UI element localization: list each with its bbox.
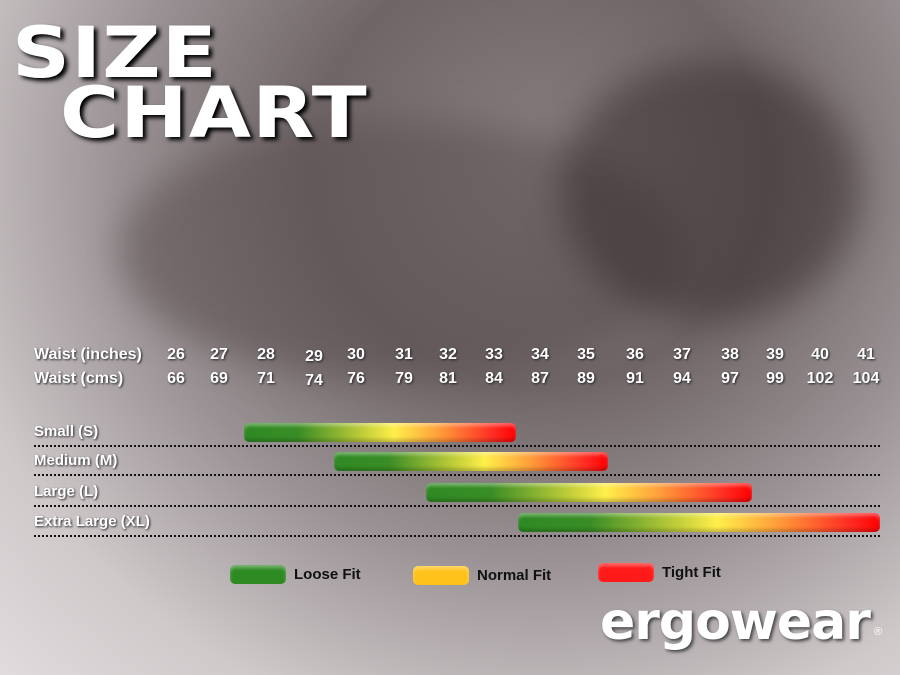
legend-swatch bbox=[413, 566, 469, 585]
legend-label: Loose Fit bbox=[294, 566, 361, 583]
waist-cm-value: 94 bbox=[673, 370, 691, 387]
legend-swatch bbox=[598, 563, 654, 582]
waist-inch-value: 35 bbox=[577, 346, 595, 363]
size-label: Small (S) bbox=[34, 423, 99, 440]
waist-cm-value: 81 bbox=[439, 370, 457, 387]
size-label: Medium (M) bbox=[34, 452, 118, 469]
legend-label: Normal Fit bbox=[477, 567, 552, 584]
waist-cm-value: 71 bbox=[257, 370, 275, 387]
waist-inch-value: 28 bbox=[257, 346, 275, 363]
size-range-bar bbox=[334, 452, 608, 471]
row-header-cms: Waist (cms) bbox=[34, 370, 124, 387]
row-divider bbox=[34, 474, 880, 476]
size-label: Extra Large (XL) bbox=[34, 513, 150, 530]
waist-inch-value: 26 bbox=[167, 346, 185, 363]
waist-cm-value: 104 bbox=[852, 370, 880, 387]
waist-cm-value: 87 bbox=[531, 370, 549, 387]
waist-cm-value: 97 bbox=[721, 370, 739, 387]
title-line-1: SIZE bbox=[12, 12, 218, 94]
waist-inch-value: 33 bbox=[485, 346, 503, 363]
waist-inch-value: 38 bbox=[721, 346, 739, 363]
waist-inch-value: 40 bbox=[811, 346, 829, 363]
waist-cm-value: 79 bbox=[395, 370, 413, 387]
waist-cm-value: 91 bbox=[626, 370, 644, 387]
waist-cm-value: 69 bbox=[210, 370, 228, 387]
waist-inch-value: 31 bbox=[395, 346, 413, 363]
ergowear-logo: ergowear bbox=[600, 592, 871, 652]
size-range-bar bbox=[426, 483, 752, 502]
title-line-2: CHART bbox=[60, 72, 368, 154]
waist-inch-value: 41 bbox=[857, 346, 875, 363]
waist-inch-value: 34 bbox=[531, 346, 549, 363]
waist-inch-value: 30 bbox=[347, 346, 365, 363]
waist-cm-value: 66 bbox=[167, 370, 185, 387]
waist-cm-value: 84 bbox=[485, 370, 503, 387]
row-header-inches: Waist (inches) bbox=[34, 346, 142, 363]
waist-inch-value: 39 bbox=[766, 346, 784, 363]
size-range-bar bbox=[244, 423, 516, 442]
row-divider bbox=[34, 505, 880, 507]
row-divider bbox=[34, 445, 880, 447]
waist-cm-value: 89 bbox=[577, 370, 595, 387]
waist-inch-value: 27 bbox=[210, 346, 228, 363]
size-label: Large (L) bbox=[34, 483, 99, 500]
waist-inch-value: 37 bbox=[673, 346, 691, 363]
waist-inch-value: 36 bbox=[626, 346, 644, 363]
waist-cm-value: 99 bbox=[766, 370, 784, 387]
photo-background-head bbox=[560, 60, 860, 320]
legend-swatch bbox=[230, 565, 286, 584]
waist-inch-value: 29 bbox=[305, 348, 323, 365]
waist-cm-value: 102 bbox=[806, 370, 834, 387]
waist-inch-value: 32 bbox=[439, 346, 457, 363]
row-divider bbox=[34, 535, 880, 537]
size-range-bar bbox=[518, 513, 880, 532]
waist-cm-value: 76 bbox=[347, 370, 365, 387]
legend-label: Tight Fit bbox=[662, 564, 721, 581]
waist-cm-value: 74 bbox=[305, 372, 323, 389]
registered-mark: ® bbox=[874, 626, 883, 638]
